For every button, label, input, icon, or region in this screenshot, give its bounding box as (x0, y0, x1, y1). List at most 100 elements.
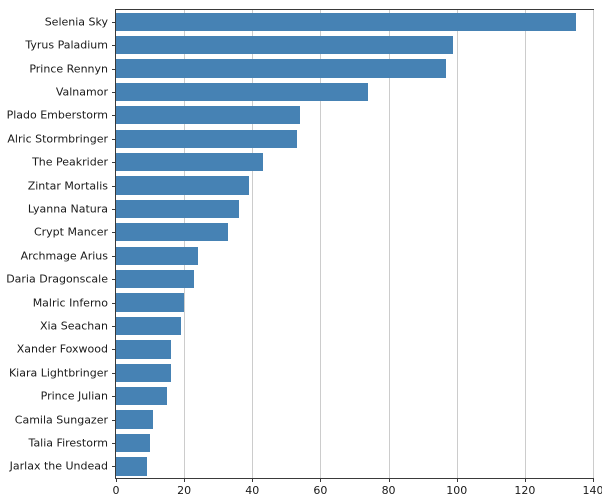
x-tick-mark-120 (524, 478, 526, 482)
bar-row: Archmage Arius (21, 244, 593, 267)
x-tick-mark-140 (593, 478, 594, 482)
y-tick-mark (112, 115, 116, 117)
x-tick-label-0: 0 (112, 484, 120, 497)
y-axis-label: Xia Seachan (39, 319, 108, 333)
y-axis-label: Crypt Mancer (33, 225, 108, 239)
y-tick-mark (112, 232, 116, 234)
y-tick-mark (112, 419, 116, 421)
y-axis-label: Xander Foxwood (16, 342, 108, 356)
y-axis-label: Prince Julian (40, 389, 108, 403)
y-tick-mark (112, 372, 116, 374)
bar (116, 153, 263, 172)
y-axis-label: Archmage Arius (20, 249, 108, 263)
bar (116, 387, 168, 406)
bar (116, 316, 181, 336)
y-tick-mark (112, 21, 116, 23)
bar (116, 106, 300, 125)
y-tick-mark (112, 138, 116, 140)
bar-row: Crypt Mancer (34, 221, 593, 244)
gridline-x-100 (456, 10, 458, 478)
bar-row: Lyanna Natura (28, 197, 593, 220)
y-axis-label: Talia Firestorm (28, 436, 108, 450)
bar-row: Talia Firestorm (29, 431, 593, 454)
y-tick-mark (112, 255, 116, 257)
y-axis-label: Malric Inferno (32, 296, 108, 310)
x-tick-mark-100 (456, 478, 458, 482)
bar-row: Xander Foxwood (17, 338, 593, 361)
y-tick-mark (112, 162, 116, 164)
y-axis-label: Tyrus Paladium (25, 38, 108, 52)
bar-row: Kiara Lightbringer (9, 361, 593, 384)
x-tick-label-80: 80 (381, 484, 396, 497)
y-tick-mark (112, 208, 116, 210)
bar-row: Zintar Mortalis (28, 174, 593, 197)
y-tick-mark (112, 91, 116, 93)
bar-row: Prince Rennyn (29, 57, 593, 80)
bar (116, 199, 239, 219)
y-axis-label: Camila Sungazer (14, 413, 108, 427)
bar-row: Daria Dragonscale (6, 267, 593, 290)
bar (116, 246, 198, 265)
x-tick-mark-0 (116, 478, 117, 482)
bar (116, 223, 229, 242)
bar-row: Jarlax the Undead (10, 455, 593, 478)
y-axis-label: Prince Rennyn (29, 62, 108, 76)
y-tick-mark (112, 45, 116, 47)
x-tick-label-140: 140 (582, 484, 602, 497)
y-axis-label: Selenia Sky (44, 15, 108, 29)
x-tick-mark-20 (184, 478, 186, 482)
gridline-x-60 (320, 10, 322, 478)
gridline-x-20 (184, 10, 186, 478)
bar (116, 457, 147, 476)
y-tick-mark (112, 466, 116, 468)
bar (116, 176, 249, 195)
x-tick-label-40: 40 (245, 484, 260, 497)
gridline-x-140 (593, 10, 594, 478)
bar-row: The Peakrider (32, 150, 593, 173)
plot-area: 0 20 40 60 80 100 120 140 Selenia Sky Tyrus Palad… (6, 9, 602, 497)
bar-row: Prince Julian (41, 385, 593, 408)
bar (116, 270, 195, 289)
bar-row: Alric Stormbringer (7, 127, 593, 150)
bar (116, 363, 171, 382)
gridline-x-80 (388, 10, 390, 478)
bar-row: Xia Seachan (40, 314, 593, 337)
bar (116, 82, 369, 102)
bar (116, 293, 185, 312)
bar (116, 433, 151, 453)
bar (116, 340, 171, 359)
y-axis-label: Valnamor (55, 85, 108, 99)
bar (116, 59, 447, 78)
bar (116, 410, 154, 429)
x-tick-label-100: 100 (446, 484, 468, 497)
y-tick-mark (112, 325, 116, 327)
x-tick-mark-80 (388, 478, 390, 482)
bar-row: Plado Emberstorm (7, 104, 593, 127)
gridline-x-40 (252, 10, 254, 478)
y-axis-label: Kiara Lightbringer (8, 366, 108, 380)
x-tick-label-60: 60 (313, 484, 328, 497)
bar-row: Malric Inferno (33, 291, 593, 314)
bar-row: Tyrus Paladium (25, 33, 593, 56)
y-axis-label: Plado Emberstorm (6, 108, 108, 122)
y-tick-mark (112, 443, 116, 445)
bar (116, 12, 576, 31)
bar-row: Selenia Sky (45, 10, 593, 33)
x-tick-label-20: 20 (177, 484, 192, 497)
y-tick-mark (112, 279, 116, 281)
y-tick-mark (112, 302, 116, 304)
x-tick-mark-60 (320, 478, 322, 482)
bar (116, 129, 297, 148)
bar (116, 35, 454, 55)
y-axis-label: Lyanna Natura (27, 202, 108, 216)
y-axis-label: Daria Dragonscale (6, 272, 108, 286)
bar-row: Valnamor (56, 80, 593, 103)
x-tick-mark-40 (252, 478, 254, 482)
x-tick-label-120: 120 (514, 484, 536, 497)
bar-rows: Selenia Sky Tyrus Paladium Prince Rennyn Va… (6, 10, 593, 478)
gridline-x-120 (524, 10, 526, 478)
y-tick-mark (112, 396, 116, 398)
y-axis-label: The Peakrider (32, 155, 108, 169)
y-tick-mark (112, 349, 116, 351)
